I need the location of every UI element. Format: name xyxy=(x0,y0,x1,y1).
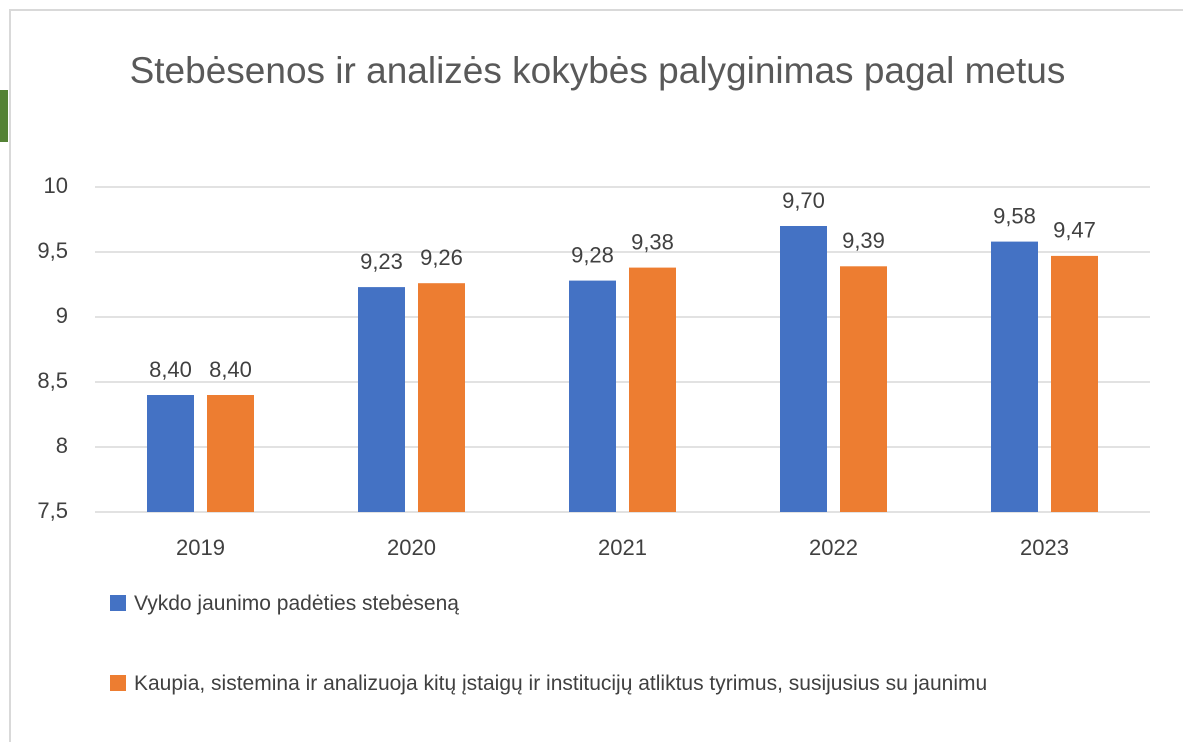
data-label: 9,39 xyxy=(842,228,885,253)
y-tick-label: 9,5 xyxy=(37,238,68,263)
data-label: 8,40 xyxy=(149,357,192,382)
data-label: 9,58 xyxy=(993,203,1036,228)
bar xyxy=(629,267,676,512)
legend-swatch xyxy=(110,675,126,691)
legend-item: Kaupia, sistemina ir analizuoja kitų įst… xyxy=(110,667,1110,700)
bar xyxy=(840,266,887,512)
data-label: 9,70 xyxy=(782,188,825,213)
legend-label: Kaupia, sistemina ir analizuoja kitų įst… xyxy=(134,672,988,695)
bar xyxy=(780,226,827,512)
data-label: 8,40 xyxy=(209,357,252,382)
legend-label: Vykdo jaunimo padėties stebėseną xyxy=(134,592,459,615)
x-tick-label: 2021 xyxy=(598,535,647,560)
bar xyxy=(147,395,194,512)
bar xyxy=(1051,255,1098,512)
bar xyxy=(358,287,405,512)
legend-item: Vykdo jaunimo padėties stebėseną xyxy=(110,587,1110,620)
y-tick-label: 9 xyxy=(56,303,68,328)
bar xyxy=(991,241,1038,512)
y-tick-label: 8 xyxy=(56,433,68,458)
bar xyxy=(418,283,465,512)
chart-title: Stebėsenos ir analizės kokybės palyginim… xyxy=(129,50,1066,91)
data-label: 9,38 xyxy=(631,229,674,254)
x-tick-label: 2019 xyxy=(176,535,225,560)
data-label: 9,26 xyxy=(420,245,463,270)
bar xyxy=(569,280,616,512)
x-tick-label: 2022 xyxy=(809,535,858,560)
x-tick-label: 2020 xyxy=(387,535,436,560)
legend-swatch xyxy=(110,595,126,611)
x-tick-label: 2023 xyxy=(1020,535,1069,560)
y-tick-label: 8,5 xyxy=(37,368,68,393)
y-tick-label: 7,5 xyxy=(37,498,68,523)
data-label: 9,28 xyxy=(571,242,614,267)
data-label: 9,47 xyxy=(1053,218,1096,243)
y-tick-label: 10 xyxy=(44,173,68,198)
side-tab xyxy=(0,90,8,142)
data-label: 9,23 xyxy=(360,249,403,274)
bar xyxy=(207,395,254,512)
